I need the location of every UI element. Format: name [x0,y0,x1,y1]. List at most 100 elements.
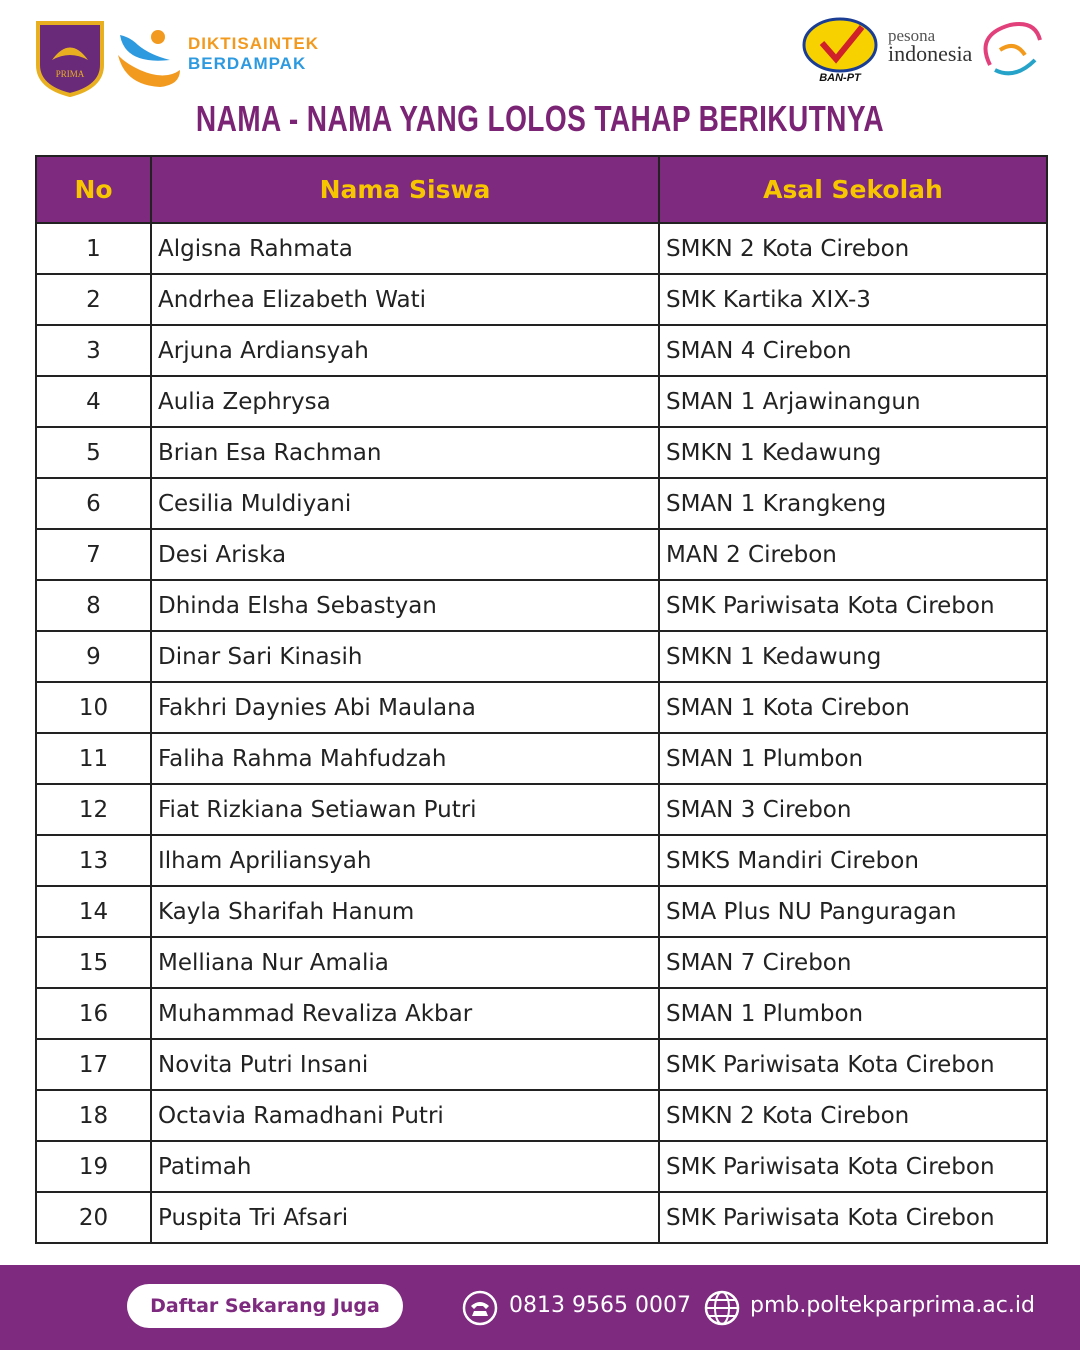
shield-logo [36,21,104,98]
student-name: Faliha Rahma Mahfudzah [150,732,660,785]
swirl [994,58,1037,76]
website[interactable]: pmb.poltekparprima.ac.id [750,1293,1035,1318]
row-number: 3 [35,324,152,377]
table-row: 19 Patimah SMK Pariwisata Kota Cirebon [35,1140,1048,1193]
row-number: 12 [35,783,152,836]
student-name: Fiat Rizkiana Setiawan Putri [150,783,660,836]
table-row: 1 Algisna Rahmata SMKN 2 Kota Cirebon [35,222,1048,275]
student-name: Aulia Zephrysa [150,375,660,428]
school: SMKN 2 Kota Cirebon [658,1089,1048,1142]
table-row: 6 Cesilia Muldiyani SMAN 1 Krangkeng [35,477,1048,530]
table-row: 18 Octavia Ramadhani Putri SMKN 2 Kota Cir… [35,1089,1048,1142]
student-name: Muhammad Revaliza Akbar [150,987,660,1040]
row-number: 16 [35,987,152,1040]
student-name: Brian Esa Rachman [150,426,660,479]
row-number: 10 [35,681,152,734]
school: SMAN 1 Arjawinangun [658,375,1048,428]
table-body: 1 Algisna Rahmata SMKN 2 Kota Cirebon 2 Andr… [35,222,1048,1244]
student-name: Novita Putri Insani [150,1038,660,1091]
student-name: Kayla Sharifah Hanum [150,885,660,938]
row-number: 9 [35,630,152,683]
school: SMKN 2 Kota Cirebon [658,222,1048,275]
school: SMAN 1 Kota Cirebon [658,681,1048,734]
school: SMK Pariwisata Kota Cirebon [658,1191,1048,1244]
row-number: 11 [35,732,152,785]
table-row: 2 Andrhea Elizabeth Wati SMK Kartika XIX-3 [35,273,1048,326]
school: SMAN 7 Cirebon [658,936,1048,989]
header-row: No Nama Siswa Asal Sekolah [35,155,1048,224]
logo-text: PRIMA [56,69,85,79]
school: SMK Pariwisata Kota Cirebon [658,1140,1048,1193]
lotus [52,47,88,60]
school: SMKN 1 Kedawung [658,426,1048,479]
row-number: 7 [35,528,152,581]
row-number: 14 [35,885,152,938]
student-name: Desi Ariska [150,528,660,581]
column-header: Nama Siswa [150,155,660,224]
swirl [998,44,1027,57]
school: SMK Kartika XIX-3 [658,273,1048,326]
school: SMAN 1 Plumbon [658,732,1048,785]
dot [151,30,165,44]
brand-line1: DIKTISAINTEK [188,34,319,53]
table-row: 13 Ilham Apriliansyah SMKS Mandiri Cirebon [35,834,1048,887]
student-name: Patimah [150,1140,660,1193]
table-row: 7 Desi Ariska MAN 2 Cirebon [35,528,1048,581]
swirl [983,22,1042,66]
student-name: Fakhri Daynies Abi Maulana [150,681,660,734]
title: NAMA - NAMA YANG LOLOS TAHAP BERIKUTNYA [195,98,885,139]
swoosh-blue [120,35,170,61]
ban-pt-globe [802,17,878,73]
table-row: 14 Kayla Sharifah Hanum SMA Plus NU Pangur… [35,885,1048,938]
brand-line2: BERDAMPAK [188,54,306,73]
row-number: 17 [35,1038,152,1091]
row-number: 15 [35,936,152,989]
row-number: 13 [35,834,152,887]
pesona: pesona [888,26,936,45]
row-number: 5 [35,426,152,479]
school: SMAN 1 Krangkeng [658,477,1048,530]
row-number: 20 [35,1191,152,1244]
table-row: 16 Muhammad Revaliza Akbar SMAN 1 Plumbon [35,987,1048,1040]
student-name: Andrhea Elizabeth Wati [150,273,660,326]
table-row: 5 Brian Esa Rachman SMKN 1 Kedawung [35,426,1048,479]
school: SMKS Mandiri Cirebon [658,834,1048,887]
column-header: No [35,155,152,224]
table-row: 4 Aulia Zephrysa SMAN 1 Arjawinangun [35,375,1048,428]
ban-pt-label: BAN-PT [819,72,862,84]
column-header: Asal Sekolah [658,155,1048,224]
phone: 0813 9565 0007 [509,1293,691,1318]
logos-right: BAN-PT pesona indonesia [802,17,1042,84]
indonesia: indonesia [888,41,973,66]
logos-left: PRIMA DIKTISAINTEK BERDAMPAK [36,21,319,98]
school: SMK Pariwisata Kota Cirebon [658,579,1048,632]
school: SMKN 1 Kedawung [658,630,1048,683]
table-row: 11 Faliha Rahma Mahfudzah SMAN 1 Plumbon [35,732,1048,785]
globe-icon [704,1290,740,1326]
phone-icon [462,1290,498,1326]
table-row: 9 Dinar Sari Kinasih SMKN 1 Kedawung [35,630,1048,683]
row-number: 2 [35,273,152,326]
row-number: 18 [35,1089,152,1142]
result-table: No Nama Siswa Asal Sekolah 1 Algisna Rahmat… [35,155,1048,1244]
school: SMA Plus NU Panguragan [658,885,1048,938]
check [819,25,865,64]
school: SMAN 3 Cirebon [658,783,1048,836]
row-number: 6 [35,477,152,530]
swoosh-orange [118,55,180,87]
student-name: Arjuna Ardiansyah [150,324,660,377]
table-row: 8 Dhinda Elsha Sebastyan SMK Pariwisata Ko… [35,579,1048,632]
school: SMK Pariwisata Kota Cirebon [658,1038,1048,1091]
row-number: 1 [35,222,152,275]
table-row: 10 Fakhri Daynies Abi Maulana SMAN 1 Kota … [35,681,1048,734]
student-name: Cesilia Muldiyani [150,477,660,530]
student-name: Melliana Nur Amalia [150,936,660,989]
school: MAN 2 Cirebon [658,528,1048,581]
row-number: 4 [35,375,152,428]
student-name: Dinar Sari Kinasih [150,630,660,683]
register-button[interactable]: Daftar Sekarang Juga [127,1284,403,1328]
table-row: 12 Fiat Rizkiana Setiawan Putri SMAN 3 Cir… [35,783,1048,836]
